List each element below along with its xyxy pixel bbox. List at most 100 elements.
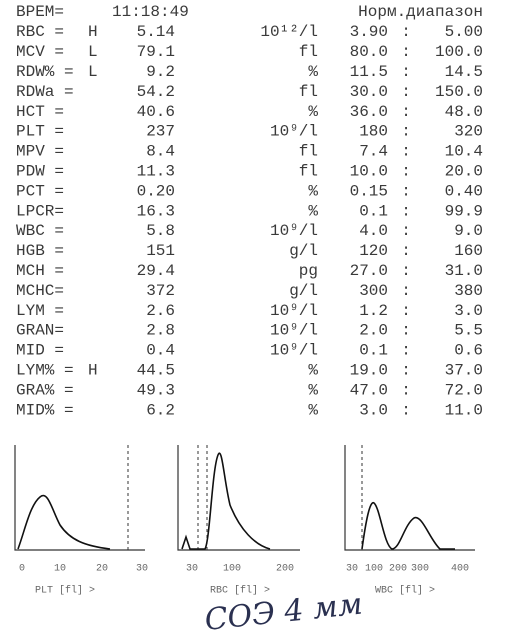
range-high: 14.5 (445, 63, 483, 81)
range-low: 120 (359, 242, 388, 260)
unit: pg (299, 262, 318, 280)
unit: % (308, 401, 318, 419)
unit: 10⁹/l (270, 222, 318, 240)
range-sep: : (401, 202, 411, 220)
param-name: LYM = (16, 302, 64, 320)
value: 5.8 (146, 222, 175, 240)
axis-tick-label: 200 (276, 564, 294, 575)
axis-tick-label: 200 (389, 564, 407, 575)
unit: % (308, 103, 318, 121)
flag: L (88, 43, 98, 61)
range-sep: : (401, 282, 411, 300)
param-name: PLT = (16, 123, 64, 141)
range-sep: : (401, 83, 411, 101)
unit: % (308, 182, 318, 200)
range-high: 5.5 (454, 322, 483, 340)
range-high: 160 (454, 242, 483, 260)
range-high: 5.00 (445, 23, 483, 41)
range-sep: : (401, 342, 411, 360)
range-high: 10.4 (445, 143, 483, 161)
range-low: 300 (359, 282, 388, 300)
histogram-caption: PLT [fl] > (35, 585, 95, 597)
value: 40.6 (137, 103, 175, 121)
param-name: HGB = (16, 242, 64, 260)
range-high: 320 (454, 123, 483, 141)
range-label: Норм.диапазон (358, 3, 483, 21)
unit: g/l (289, 242, 318, 260)
curve (181, 452, 271, 550)
unit: 10⁹/l (270, 342, 318, 360)
range-high: 0.6 (454, 342, 483, 360)
axis-tick-label: 10 (54, 564, 66, 575)
unit: fl (299, 43, 318, 61)
value: 0.20 (137, 182, 175, 200)
histogram-wbc (344, 445, 475, 551)
range-low: 30.0 (350, 83, 388, 101)
unit: fl (299, 163, 318, 181)
histogram-rbc (177, 445, 300, 551)
range-sep: : (401, 242, 411, 260)
range-sep: : (401, 103, 411, 121)
value: 151 (146, 242, 175, 260)
range-sep: : (401, 302, 411, 320)
range-high: 48.0 (445, 103, 483, 121)
range-sep: : (401, 322, 411, 340)
axis-tick-label: 20 (96, 564, 108, 575)
range-sep: : (401, 23, 411, 41)
range-high: 72.0 (445, 381, 483, 399)
range-low: 0.15 (350, 182, 388, 200)
range-low: 7.4 (359, 143, 388, 161)
value: 0.4 (146, 342, 175, 360)
range-sep: : (401, 182, 411, 200)
range-low: 36.0 (350, 103, 388, 121)
range-sep: : (401, 43, 411, 61)
param-name: MCH = (16, 262, 64, 280)
range-sep: : (401, 143, 411, 161)
unit: fl (299, 143, 318, 161)
unit: 10⁹/l (270, 322, 318, 340)
range-sep: : (401, 262, 411, 280)
axis-tick-label: 100 (223, 564, 241, 575)
range-low: 1.2 (359, 302, 388, 320)
unit: 10¹²/l (260, 23, 318, 41)
range-low: 4.0 (359, 222, 388, 240)
range-high: 31.0 (445, 262, 483, 280)
param-name: HCT = (16, 103, 64, 121)
flag: H (88, 23, 98, 41)
param-name: WBC = (16, 222, 64, 240)
param-name: GRA% = (16, 381, 74, 399)
range-low: 27.0 (350, 262, 388, 280)
value: 2.6 (146, 302, 175, 320)
time-label: ВРЕМ= (16, 3, 64, 21)
range-sep: : (401, 222, 411, 240)
axis-tick-label: 100 (365, 564, 383, 575)
time: 11:18:49 (112, 3, 189, 21)
range-low: 180 (359, 123, 388, 141)
range-sep: : (401, 63, 411, 81)
param-name: PDW = (16, 163, 64, 181)
axis-tick-label: 30 (186, 564, 198, 575)
range-sep: : (401, 401, 411, 419)
range-sep: : (401, 163, 411, 181)
param-name: RBC = (16, 23, 64, 41)
range-high: 37.0 (445, 362, 483, 380)
param-name: MID% = (16, 401, 74, 419)
range-high: 380 (454, 282, 483, 300)
unit: % (308, 202, 318, 220)
axis-tick-label: 0 (19, 564, 25, 575)
range-low: 3.0 (359, 401, 388, 419)
unit: fl (299, 83, 318, 101)
unit: g/l (289, 282, 318, 300)
param-name: LYM% = (16, 362, 74, 380)
curve (17, 494, 111, 550)
value: 5.14 (137, 23, 175, 41)
value: 372 (146, 282, 175, 300)
axis-tick-label: 400 (451, 564, 469, 575)
value: 79.1 (137, 43, 175, 61)
value: 54.2 (137, 83, 175, 101)
unit: % (308, 63, 318, 81)
axis-tick-label: 30 (136, 564, 148, 575)
range-high: 150.0 (435, 83, 483, 101)
range-sep: : (401, 381, 411, 399)
